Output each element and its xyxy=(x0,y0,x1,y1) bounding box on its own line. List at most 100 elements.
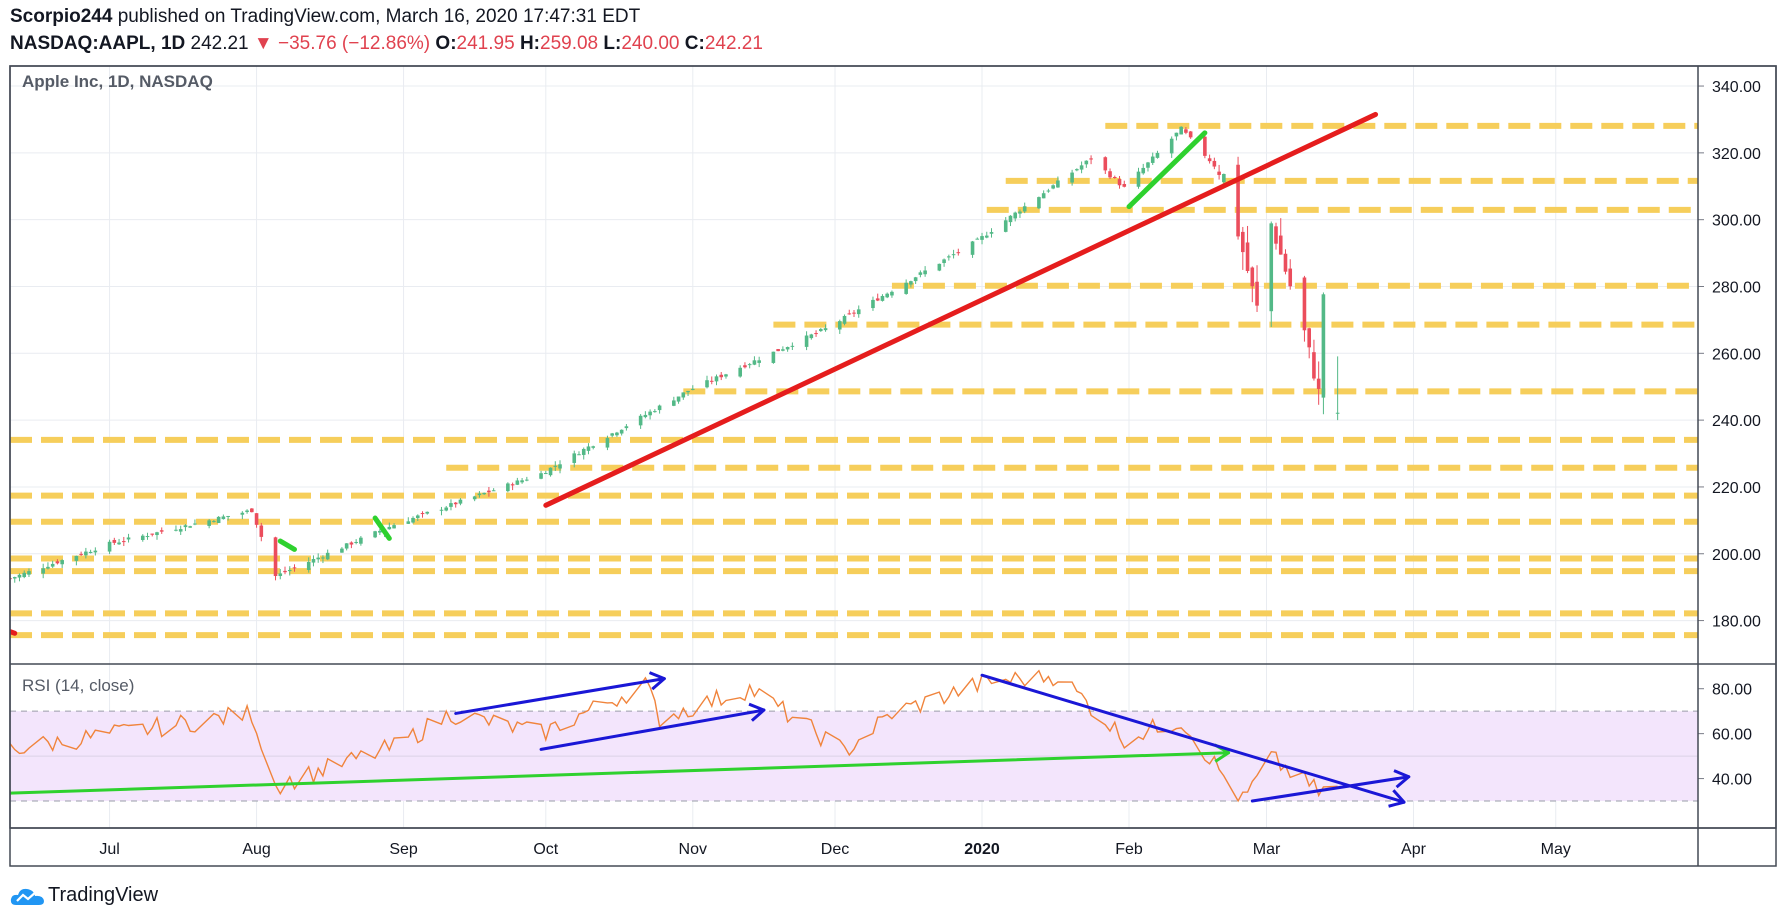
candle-body xyxy=(956,252,961,254)
y-tick-label: 180.00 xyxy=(1712,614,1761,631)
low-label: L: xyxy=(603,33,622,54)
candle-body xyxy=(790,345,795,347)
candle-body xyxy=(1108,171,1112,178)
tradingview-cloud-logo-icon[interactable] xyxy=(10,885,46,907)
candle-body xyxy=(359,537,363,544)
high-label: H: xyxy=(519,33,540,54)
green-trend-line xyxy=(1126,130,1208,210)
candle-body xyxy=(439,509,444,511)
candle-body xyxy=(984,235,989,238)
candle-body xyxy=(724,374,728,377)
candle-body xyxy=(577,454,581,456)
tradingview-brand[interactable]: TradingView xyxy=(48,884,159,906)
candle-body xyxy=(525,479,529,481)
candle-body xyxy=(1278,235,1283,255)
price-change: −35.76 (−12.86%) xyxy=(278,33,431,54)
x-tick-label: Sep xyxy=(389,841,418,858)
candle-body xyxy=(681,392,686,398)
candle-body xyxy=(292,567,297,569)
candle-body xyxy=(1037,197,1041,209)
candle-body xyxy=(60,560,64,565)
candle-body xyxy=(705,380,709,388)
rsi-pane-title: RSI (14, close) xyxy=(22,676,134,695)
candle-body xyxy=(1056,180,1060,188)
candle-body xyxy=(548,467,553,476)
candle-body xyxy=(890,291,894,296)
candle-body xyxy=(1321,294,1326,398)
candle-body xyxy=(444,507,449,511)
x-tick-label: Aug xyxy=(242,841,270,858)
candle-body xyxy=(10,578,12,580)
candle-body xyxy=(1122,184,1127,187)
candle-body xyxy=(871,299,875,309)
candle-body xyxy=(378,530,382,533)
candle-body xyxy=(1316,378,1321,389)
candle-body xyxy=(245,510,249,513)
candle-body xyxy=(1041,193,1046,199)
candle-body xyxy=(572,453,577,463)
candle-body xyxy=(752,360,757,365)
open-value: 241.95 xyxy=(456,33,515,54)
candle-body xyxy=(1112,176,1117,178)
candle-body xyxy=(506,483,510,492)
candle-body xyxy=(1212,160,1217,167)
candle-body xyxy=(610,433,614,436)
candle-body xyxy=(951,254,956,256)
candle-body xyxy=(392,525,396,529)
candle-body xyxy=(690,388,695,390)
candle-body xyxy=(491,490,496,492)
candle-body xyxy=(558,464,562,469)
blue-arrowhead-icon xyxy=(1388,789,1406,808)
rsi-line xyxy=(10,669,1338,803)
candle-body xyxy=(107,541,112,552)
x-tick-label: Mar xyxy=(1253,841,1281,858)
candle-body xyxy=(709,380,714,382)
price-pane[interactable] xyxy=(8,66,1698,664)
candle-body xyxy=(17,574,22,578)
candle-body xyxy=(1179,126,1183,135)
y-tick-label: 240.00 xyxy=(1712,413,1761,430)
candle-body xyxy=(1207,158,1212,162)
candle-body xyxy=(1203,136,1207,156)
candle-body xyxy=(615,432,619,436)
author[interactable]: Scorpio244 xyxy=(10,6,113,27)
candle-body xyxy=(638,415,643,426)
rsi-pane[interactable] xyxy=(10,664,1698,828)
blue-rsi-trend-line xyxy=(980,673,1406,804)
candle-body xyxy=(425,511,430,514)
high-value: 259.08 xyxy=(540,33,599,54)
candle-body xyxy=(477,493,482,496)
candle-body xyxy=(743,365,747,368)
candle-body xyxy=(140,535,145,540)
y-tick-label: 320.00 xyxy=(1712,146,1761,163)
candle-body xyxy=(970,241,975,255)
candle-body xyxy=(686,390,690,393)
candle-body xyxy=(1274,226,1278,244)
candle-body xyxy=(847,313,852,315)
candle-body xyxy=(273,537,278,577)
x-tick-label: Oct xyxy=(533,841,558,858)
candle-body xyxy=(1250,267,1255,287)
candle-body xyxy=(1103,157,1108,171)
candle-body xyxy=(747,364,752,366)
candle-body xyxy=(112,539,117,543)
close-label: C: xyxy=(684,33,705,54)
candle-body xyxy=(121,541,126,543)
candle-body xyxy=(856,309,861,315)
candle-body xyxy=(50,563,55,567)
candle-body xyxy=(1117,179,1122,186)
blue-arrowhead-icon xyxy=(1393,769,1411,789)
candle-body xyxy=(1269,223,1274,312)
candle-body xyxy=(553,465,558,467)
candle-body xyxy=(1150,156,1155,163)
y-tick-label: 280.00 xyxy=(1712,279,1761,296)
candle-body xyxy=(145,536,150,538)
candle-body xyxy=(1283,253,1288,272)
candle-body xyxy=(1236,164,1240,237)
candle-body xyxy=(1241,231,1245,253)
rsi-tick-label: 80.00 xyxy=(1712,682,1752,699)
y-tick-label: 260.00 xyxy=(1712,346,1761,363)
candle-body xyxy=(472,496,477,500)
candle-body xyxy=(989,232,994,234)
